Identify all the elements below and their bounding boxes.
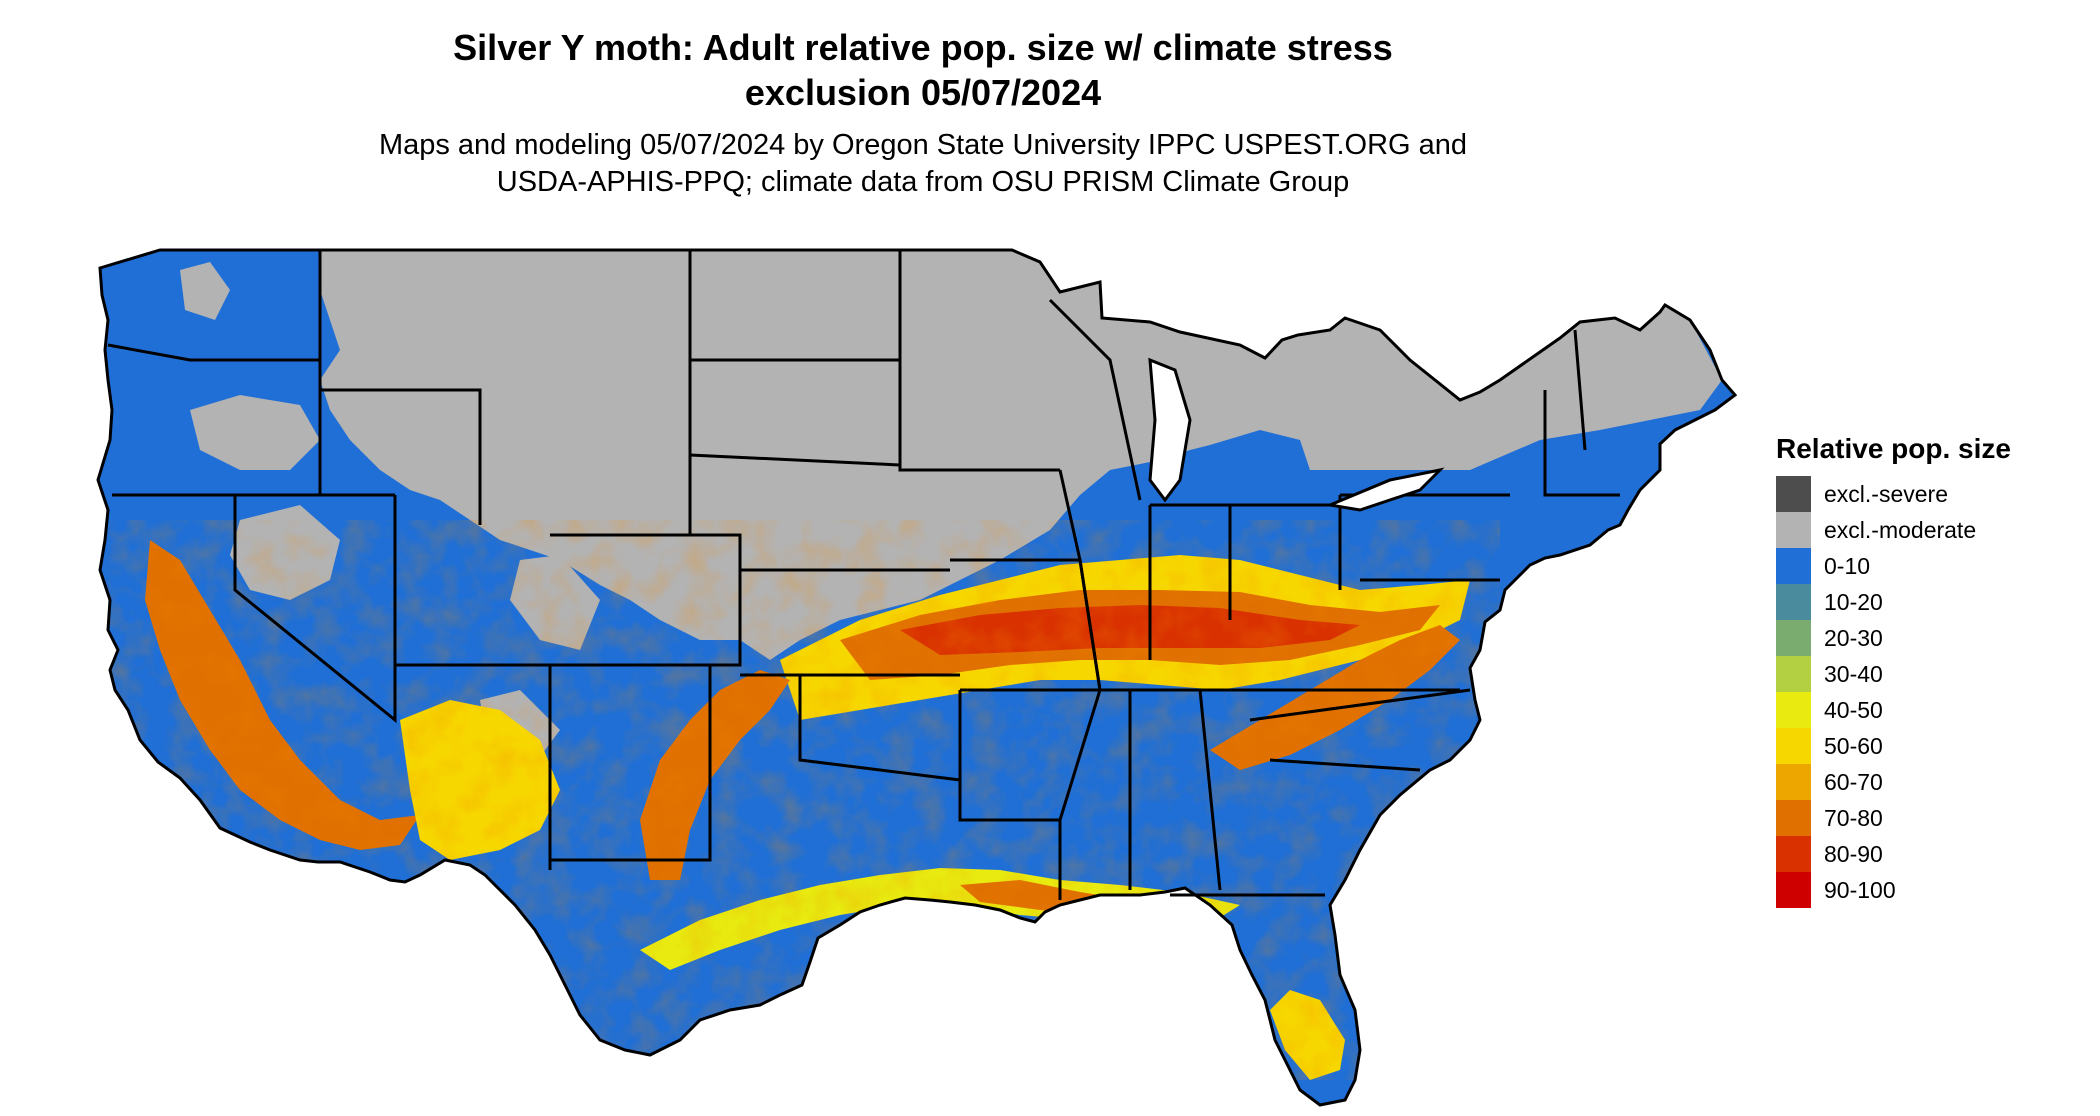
legend-swatch <box>1776 836 1811 872</box>
legend-label: 10-20 <box>1824 588 1883 615</box>
border-ok-tx <box>798 675 961 782</box>
state-borders <box>96 248 1737 1107</box>
border-nc-sc <box>1269 758 1421 772</box>
legend-swatch <box>1776 800 1811 836</box>
speckle-texture <box>100 520 1500 1080</box>
map-legend: Relative pop. size excl.-severe excl.-mod… <box>1776 432 2076 908</box>
map-title-line-1: Silver Y moth: Adult relative pop. size … <box>453 27 1393 68</box>
legend-entry: excl.-moderate <box>1776 512 2076 548</box>
legend-swatch <box>1776 584 1811 620</box>
legend-entry: 10-20 <box>1776 584 2076 620</box>
legend-swatch <box>1776 728 1811 764</box>
lake-erie <box>1324 467 1445 512</box>
legend-label: 90-100 <box>1824 876 1896 903</box>
excluded-patch-west-1 <box>190 395 320 470</box>
legend-swatch <box>1776 872 1811 908</box>
legend-swatch <box>1776 548 1811 584</box>
legend-entry: 60-70 <box>1776 764 2076 800</box>
legend-entry: 90-100 <box>1776 872 2076 908</box>
legend-label: 30-40 <box>1824 660 1883 687</box>
legend-label: excl.-severe <box>1824 480 1948 507</box>
legend-entry: 20-30 <box>1776 620 2076 656</box>
legend-swatch <box>1776 476 1811 512</box>
legend-label: 50-60 <box>1824 732 1883 759</box>
legend-label: 70-80 <box>1824 804 1883 831</box>
legend-swatch <box>1776 512 1811 548</box>
legend-title: Relative pop. size <box>1776 433 2011 464</box>
border-sd-ne <box>689 453 901 467</box>
legend-swatch <box>1776 692 1811 728</box>
legend-swatch <box>1776 620 1811 656</box>
border-va-nc <box>1249 688 1471 722</box>
legend-label: 0-10 <box>1824 552 1871 579</box>
border-new-england <box>1543 390 1620 497</box>
excluded-patch-west-3 <box>180 262 230 320</box>
map-subtitle-line-1: Maps and modeling 05/07/2024 by Oregon S… <box>378 129 1468 161</box>
legend-label: excl.-moderate <box>1824 516 1977 543</box>
border-wi-mi <box>1048 298 1142 501</box>
legend-entry: 70-80 <box>1776 800 2076 836</box>
border-al-ga <box>1198 689 1222 891</box>
legend-swatch <box>1776 764 1811 800</box>
legend-entry: 80-90 <box>1776 836 2076 872</box>
border-nv <box>233 495 397 724</box>
border-nm-tx <box>550 665 712 862</box>
map-subtitle-line-2: USDA-APHIS-PPQ; climate data from OSU PR… <box>496 166 1350 198</box>
high-population-texas-tip <box>790 975 870 1055</box>
legend-entry: excl.-severe <box>1776 476 2076 512</box>
border-vt-nh <box>1573 329 1587 451</box>
border-co <box>550 533 742 667</box>
legend-label: 60-70 <box>1824 768 1883 795</box>
legend-entry: 30-40 <box>1776 656 2076 692</box>
legend-entry: 40-50 <box>1776 692 2076 728</box>
legend-label: 80-90 <box>1824 840 1883 867</box>
lake-michigan <box>1148 357 1192 503</box>
map-title-line-2: exclusion 05/07/2024 <box>744 72 1102 113</box>
legend-entry: 50-60 <box>1776 728 2076 764</box>
legend-items: excl.-severe excl.-moderate 0-10 10-20 20-30… <box>1776 476 2076 908</box>
legend-entry: 0-10 <box>1776 548 2076 584</box>
legend-label: 40-50 <box>1824 696 1883 723</box>
border-mn-ia <box>898 250 1060 472</box>
legend-label: 20-30 <box>1824 624 1883 651</box>
legend-swatch <box>1776 656 1811 692</box>
border-wa-or <box>107 343 320 362</box>
border-ar-la <box>958 690 1060 822</box>
border-mt-south <box>320 388 482 525</box>
